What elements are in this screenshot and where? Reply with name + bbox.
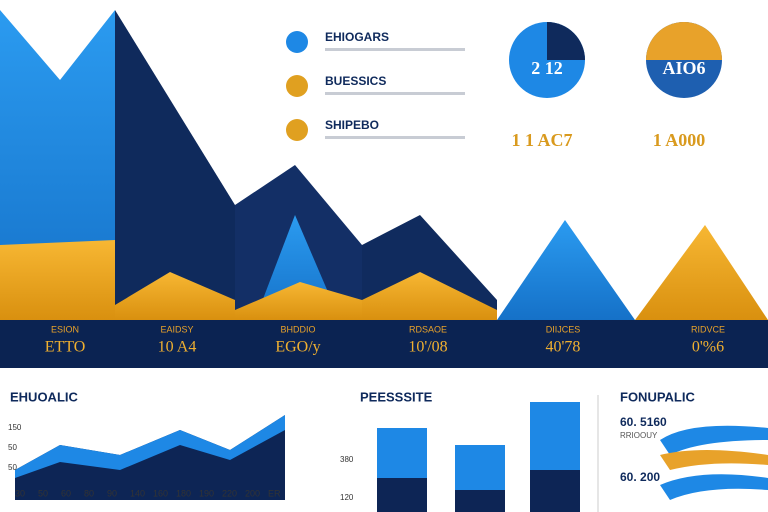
item-value: 60. 200 xyxy=(620,470,660,484)
badges xyxy=(509,22,722,98)
x-label: 60 xyxy=(61,488,71,498)
peak-value: 10 A4 xyxy=(158,339,197,356)
peak-value: 0'%6 xyxy=(692,339,724,356)
y-label: 120 xyxy=(340,493,354,502)
y-label: 380 xyxy=(340,455,354,464)
peak-value: ETTO xyxy=(45,339,86,356)
x-label: 160 xyxy=(153,488,168,498)
x-label: 220 xyxy=(222,488,237,498)
x-label: 50 xyxy=(38,488,48,498)
panel-title: PEESSSITE xyxy=(360,389,433,404)
x-label: ER xyxy=(268,488,281,498)
y-label: 50 xyxy=(8,443,17,452)
item-value: 60. 5160 xyxy=(620,415,667,429)
item-label: RRIOOUY xyxy=(620,431,658,440)
panel-title: FONUPALIC xyxy=(620,389,695,404)
text-line xyxy=(325,136,465,139)
peak-label: RIDVCE xyxy=(691,324,725,334)
x-label: 90 xyxy=(107,488,117,498)
peak-label: RDSAOE xyxy=(409,324,447,334)
y-label: 150 xyxy=(8,423,22,432)
x-label: 200 xyxy=(245,488,260,498)
panel-graphics xyxy=(15,395,768,512)
feature-icons xyxy=(286,31,308,141)
stat-value: 1 A000 xyxy=(653,130,706,150)
x-label: 190 xyxy=(199,488,214,498)
x-label: 140 xyxy=(130,488,145,498)
panel-title: EHUOALIC xyxy=(10,389,79,404)
text-line xyxy=(325,92,465,95)
feature-title: BUESSICS xyxy=(325,74,386,88)
feature-title: EHIOGARS xyxy=(325,30,389,44)
peak-label: ESION xyxy=(51,324,79,334)
feature-title: SHIPEBO xyxy=(325,118,379,132)
peak-label: EAIDSY xyxy=(160,324,193,334)
peak-label: DIIJCES xyxy=(546,324,581,334)
peak-value: 40'78 xyxy=(546,339,581,356)
peak-value: EGO/y xyxy=(275,339,320,356)
badge-text: 2 12 xyxy=(531,58,563,78)
peak-label: BHDDIO xyxy=(280,324,315,334)
stat-value: 1 1 AC7 xyxy=(511,130,572,150)
x-label: 30 xyxy=(15,488,25,498)
badge-text: AIO6 xyxy=(662,58,705,78)
text-line xyxy=(325,48,465,51)
peak-value: 10'/08 xyxy=(408,339,447,356)
x-label: 80 xyxy=(84,488,94,498)
mountains xyxy=(0,10,768,368)
x-label: 180 xyxy=(176,488,191,498)
y-label: 50 xyxy=(8,463,17,472)
